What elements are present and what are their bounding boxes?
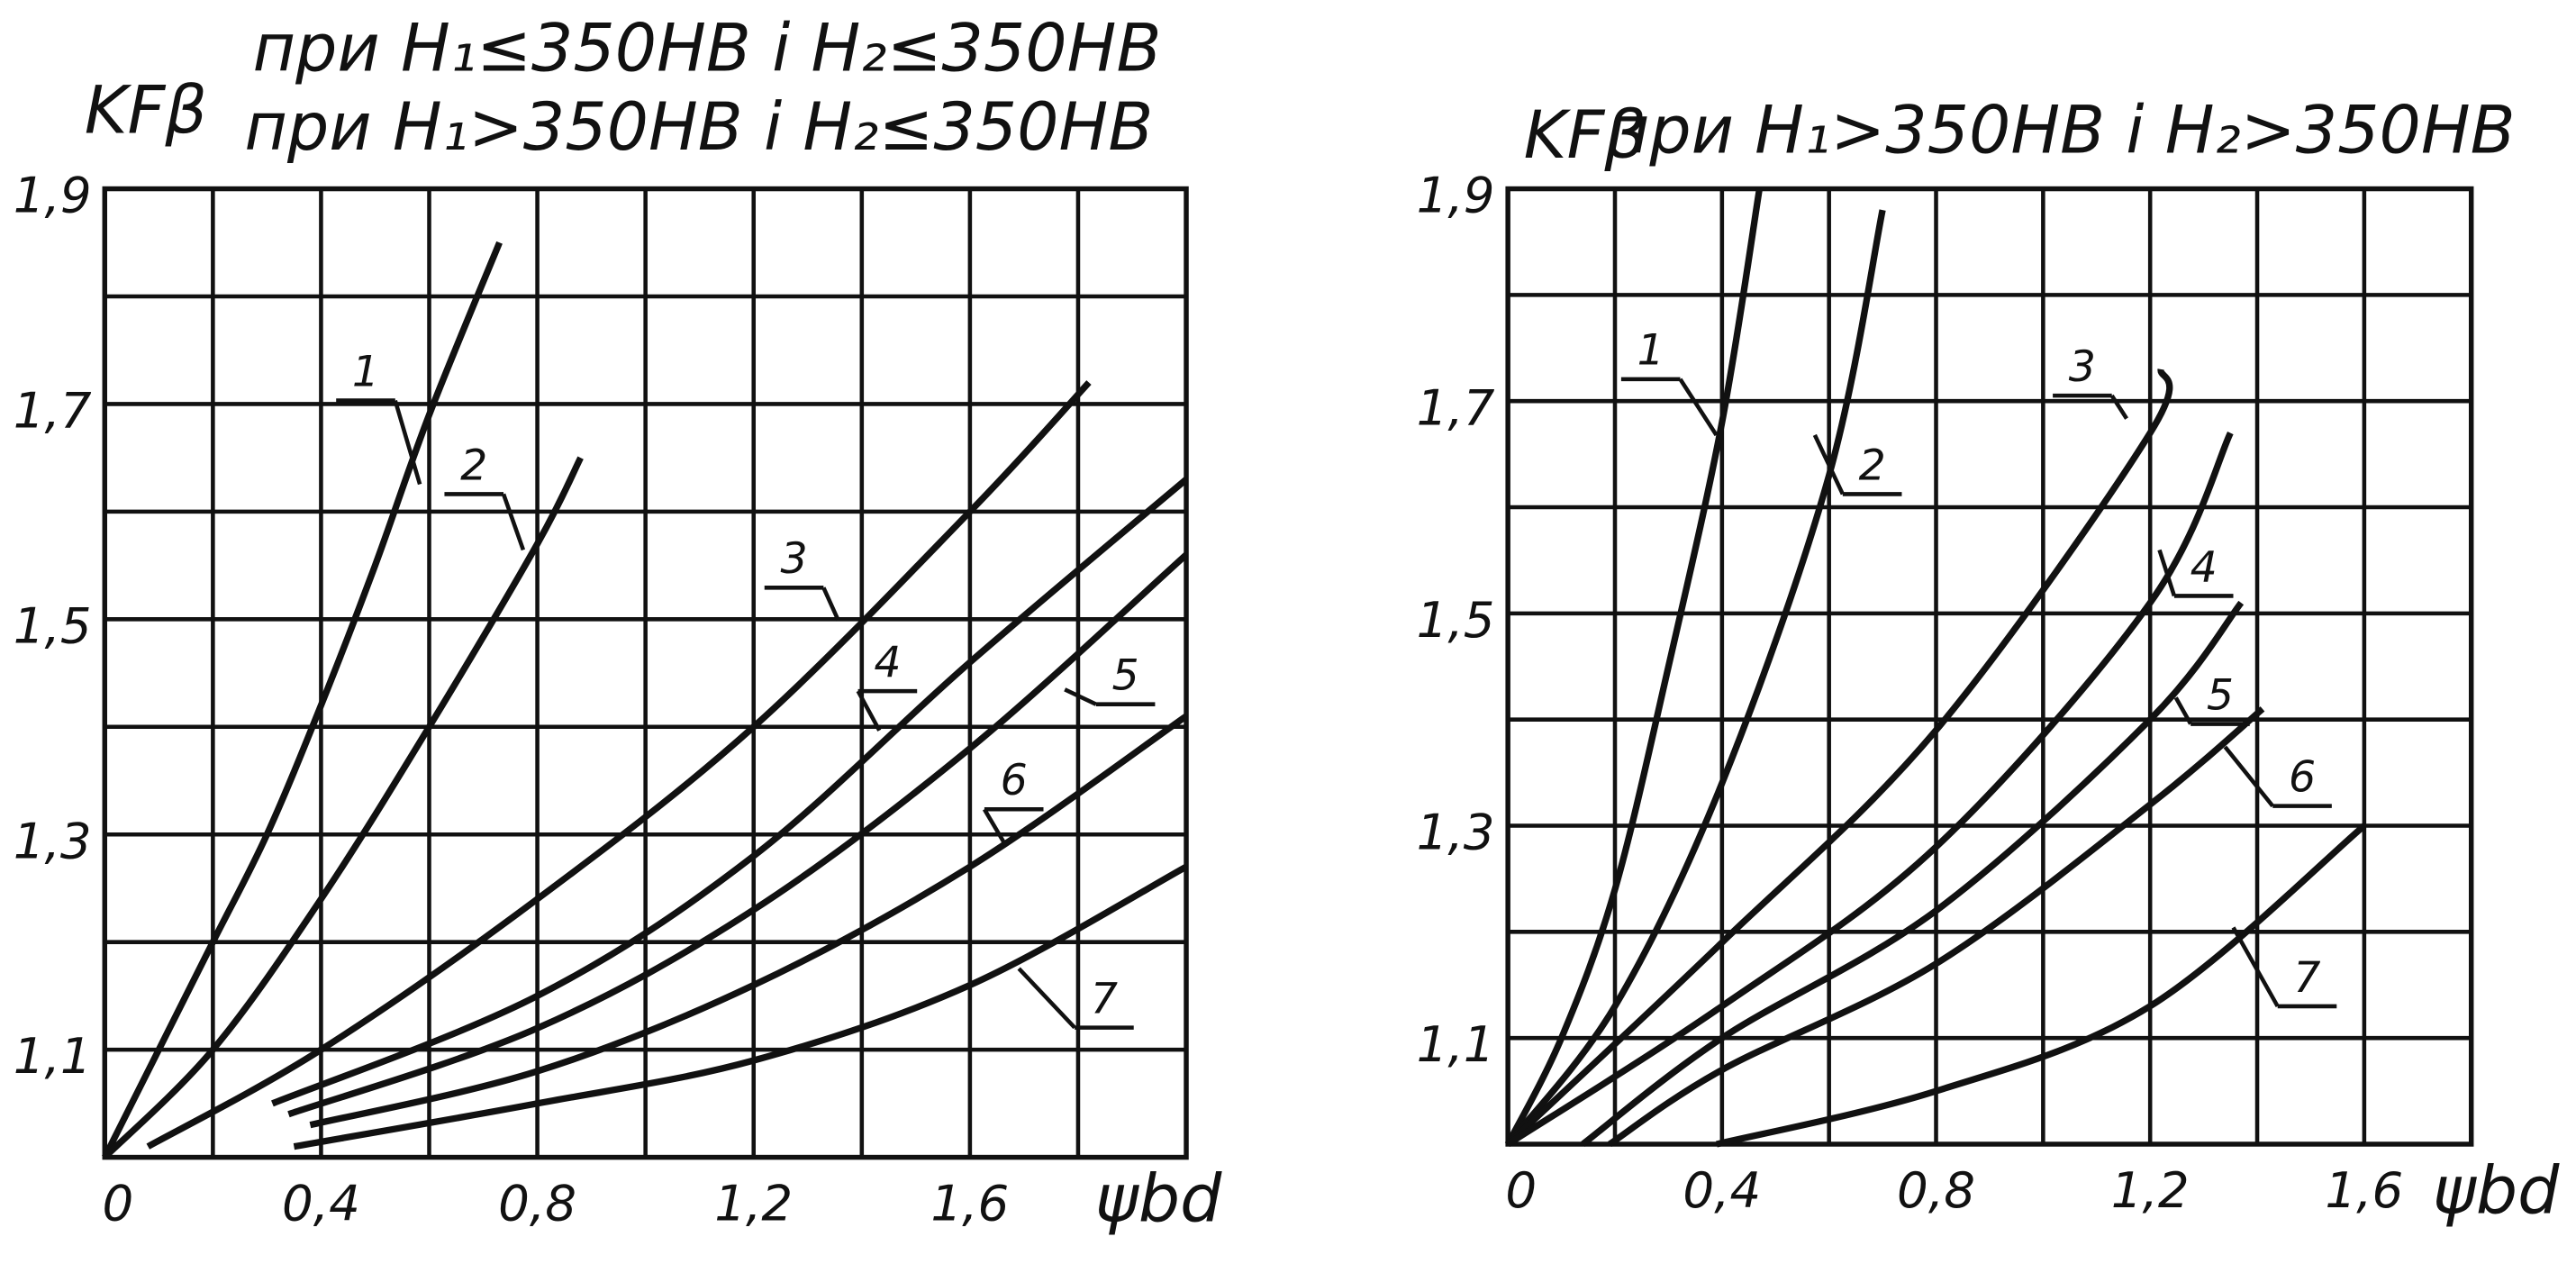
x-tick-label: 0,8: [498, 1174, 576, 1232]
chart-title: при H₁>350HB і H₂≤350HB: [244, 89, 1153, 166]
y-tick-label: 1,7: [14, 381, 92, 439]
leader-line: [444, 492, 526, 551]
y-tick-label: 1,3: [14, 812, 92, 869]
leader-line: [2053, 393, 2128, 420]
leader-line: [1620, 377, 1719, 437]
x-tick-label: 1,2: [714, 1174, 793, 1232]
y-tick-label: 1,1: [14, 1027, 92, 1085]
line-series: [293, 863, 1188, 1150]
leader-line: [982, 807, 1044, 847]
x-axis-label: ψbd: [2433, 1152, 2560, 1229]
x-tick-label: 1,6: [930, 1174, 1009, 1232]
series-label: 3: [2069, 342, 2096, 392]
line-series: [1581, 600, 2245, 1147]
x-tick-label: 0,4: [282, 1174, 360, 1232]
x-axis-label: ψbd: [1095, 1161, 1222, 1238]
y-tick-label: 1,3: [1417, 804, 1495, 861]
x-tick-label: 1,2: [2111, 1161, 2190, 1219]
plot-frame: [1505, 186, 2474, 1147]
line-series: [1506, 431, 2234, 1148]
line-series: [1716, 823, 2367, 1148]
leader-line: [2223, 745, 2332, 808]
line-series: [271, 477, 1189, 1107]
y-tick-label: 1,9: [1417, 167, 1495, 224]
leader-line: [2231, 926, 2337, 1009]
plot-frame: [102, 186, 1189, 1160]
y-tick-label: 1,7: [1417, 378, 1495, 436]
leader-line: [1017, 967, 1134, 1030]
series-label: 4: [874, 638, 901, 687]
series-label: 6: [2289, 752, 2316, 802]
line-series: [1608, 706, 2265, 1148]
line-series: [1505, 368, 2173, 1147]
series-label: 1: [1637, 326, 1664, 376]
line-series: [102, 241, 503, 1159]
leader-line: [1064, 687, 1156, 706]
x-tick-label: 0,4: [1683, 1161, 1761, 1219]
series-label: 5: [1112, 651, 1139, 701]
line-series: [102, 456, 584, 1160]
series-label: 2: [1859, 441, 1886, 490]
leader-line: [336, 398, 422, 486]
line-series: [146, 380, 1092, 1150]
leader-line: [2157, 549, 2234, 598]
y-tick-label: 1,1: [1417, 1015, 1495, 1073]
x-tick-label: 0: [1505, 1161, 1537, 1219]
series-label: 5: [2207, 670, 2234, 720]
leader-line: [2173, 696, 2250, 726]
x-tick-label: 0: [102, 1174, 133, 1232]
y-axis-label: KFβ: [85, 73, 207, 150]
line-series: [309, 713, 1189, 1129]
leader-line: [764, 586, 840, 622]
chart-title: при H₁>350HB і H₂>350HB: [1607, 92, 2516, 168]
line-series: [1504, 187, 1764, 1146]
series-label: 6: [1001, 756, 1028, 805]
series-label: 4: [2191, 542, 2218, 592]
leader-line: [1812, 433, 1902, 496]
y-tick-label: 1,5: [1417, 591, 1495, 649]
y-tick-label: 1,5: [14, 596, 92, 654]
chart-title: при H₁≤350HB і H₂≤350HB: [253, 10, 1162, 86]
series-label: 7: [2293, 953, 2320, 1003]
series-label: 3: [780, 534, 807, 584]
line-series: [1505, 209, 1886, 1147]
x-tick-label: 1,6: [2325, 1161, 2403, 1219]
series-label: 1: [352, 347, 379, 396]
line-series: [287, 551, 1189, 1118]
x-tick-label: 0,8: [1897, 1161, 1975, 1219]
y-tick-label: 1,9: [14, 167, 92, 224]
y-axis-label: KFβ: [1524, 97, 1646, 174]
series-label: 2: [460, 441, 487, 490]
series-label: 7: [1091, 974, 1118, 1023]
leader-line: [856, 688, 918, 732]
